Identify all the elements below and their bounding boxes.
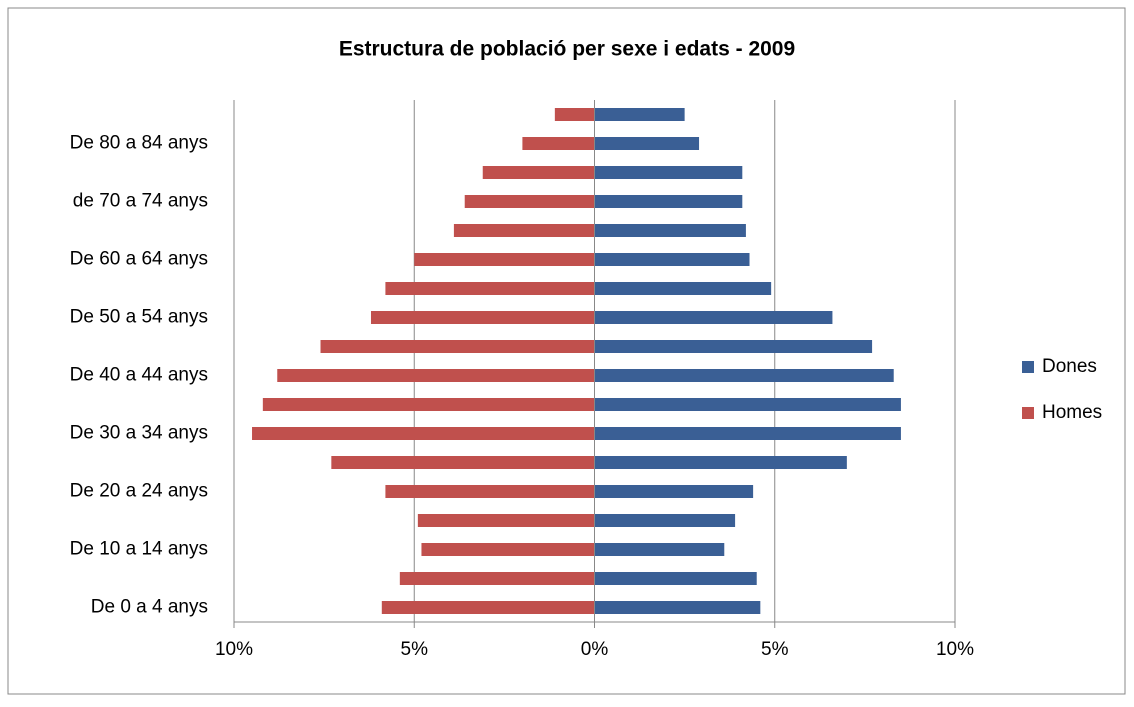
bar <box>417 514 595 527</box>
bar <box>453 224 595 237</box>
legend-swatch <box>1022 361 1034 373</box>
bar <box>594 282 772 295</box>
bar <box>385 282 595 295</box>
bar <box>594 224 746 237</box>
bar <box>277 369 595 382</box>
bar <box>594 485 754 498</box>
bar <box>594 108 685 121</box>
bar <box>594 340 873 353</box>
y-tick-label: De 50 a 54 anys <box>70 307 208 328</box>
bar <box>594 514 736 527</box>
chart-title: Estructura de població per sexe i edats … <box>339 38 795 61</box>
x-tick-label: 10% <box>215 639 253 660</box>
y-tick-label: De 40 a 44 anys <box>70 365 208 386</box>
bar <box>331 456 595 469</box>
legend-swatch <box>1022 407 1034 419</box>
bar <box>594 572 757 585</box>
bar <box>399 572 595 585</box>
bar <box>594 543 725 556</box>
bar <box>464 195 595 208</box>
legend-label: Homes <box>1042 402 1102 423</box>
bar <box>320 340 595 353</box>
bar <box>594 137 700 150</box>
bar <box>421 543 595 556</box>
bar <box>594 253 750 266</box>
bar <box>594 311 833 324</box>
y-tick-label: De 30 a 34 anys <box>70 423 208 444</box>
bar <box>370 311 595 324</box>
y-tick-label: De 80 a 84 anys <box>70 133 208 154</box>
y-tick-label: De 10 a 14 anys <box>70 539 208 560</box>
x-tick-label: 10% <box>936 639 974 660</box>
bar <box>522 137 595 150</box>
x-tick-label: 0% <box>581 639 609 660</box>
y-tick-label: De 20 a 24 anys <box>70 481 208 502</box>
bar <box>252 427 595 440</box>
bar <box>381 601 595 614</box>
bar <box>594 398 901 411</box>
bar <box>385 485 595 498</box>
bar <box>594 166 743 179</box>
x-tick-label: 5% <box>761 639 789 660</box>
bar <box>594 456 847 469</box>
bar <box>482 166 595 179</box>
y-tick-label: de 70 a 74 anys <box>73 191 208 212</box>
bar <box>594 427 901 440</box>
y-tick-label: De 0 a 4 anys <box>91 597 208 618</box>
legend-label: Dones <box>1042 356 1097 377</box>
bar <box>594 601 761 614</box>
bar <box>594 195 743 208</box>
y-tick-label: De 60 a 64 anys <box>70 249 208 270</box>
bar <box>594 369 894 382</box>
bar <box>554 108 595 121</box>
bar <box>414 253 595 266</box>
bar <box>262 398 595 411</box>
x-tick-label: 5% <box>401 639 429 660</box>
